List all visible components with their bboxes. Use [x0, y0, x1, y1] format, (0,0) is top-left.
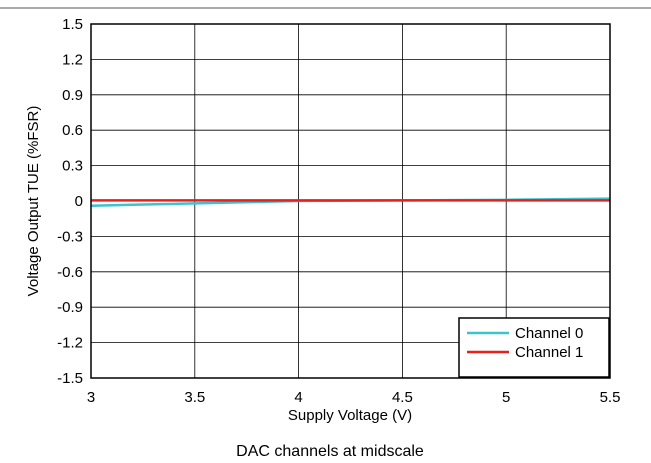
y-tick-labels: 1.5 1.2 0.9 0.6 0.3 0 -0.3 -0.6 -0.9 -1.2 -1.5	[57, 16, 83, 387]
x-tick-label: 5.5	[600, 389, 621, 406]
chart-caption: DAC channels at midscale	[236, 443, 424, 460]
y-tick-label: 0.6	[62, 122, 83, 139]
series-layer	[90, 197, 611, 207]
legend-label-0: Channel 0	[515, 325, 583, 342]
y-tick-label: 0.9	[62, 87, 83, 104]
x-axis-label: Supply Voltage (V)	[288, 407, 412, 424]
x-tick-label: 4.5	[392, 389, 413, 406]
x-tick-label: 3	[87, 389, 95, 406]
y-tick-label: -1.5	[57, 370, 83, 387]
y-tick-label: 0.3	[62, 158, 83, 175]
x-tick-label: 5	[502, 389, 510, 406]
legend-box	[458, 317, 610, 378]
y-tick-label: 1.2	[62, 51, 83, 68]
legend-label-1: Channel 1	[515, 344, 583, 361]
x-tick-labels: 3 3.5 4 4.5 5 5.5	[87, 389, 621, 406]
legend: Channel 0 Channel 1	[458, 317, 610, 378]
y-tick-label: -0.9	[57, 299, 83, 316]
y-tick-label: 0	[75, 193, 83, 210]
y-tick-label: -1.2	[57, 335, 83, 352]
y-tick-label: 1.5	[62, 16, 83, 33]
x-tick-label: 3.5	[184, 389, 205, 406]
plot-frame	[90, 23, 611, 379]
y-tick-label: -0.6	[57, 264, 83, 281]
x-tick-label: 4	[294, 389, 302, 406]
y-tick-label: -0.3	[57, 228, 83, 245]
y-axis-label: Voltage Output TUE (%FSR)	[25, 106, 42, 297]
